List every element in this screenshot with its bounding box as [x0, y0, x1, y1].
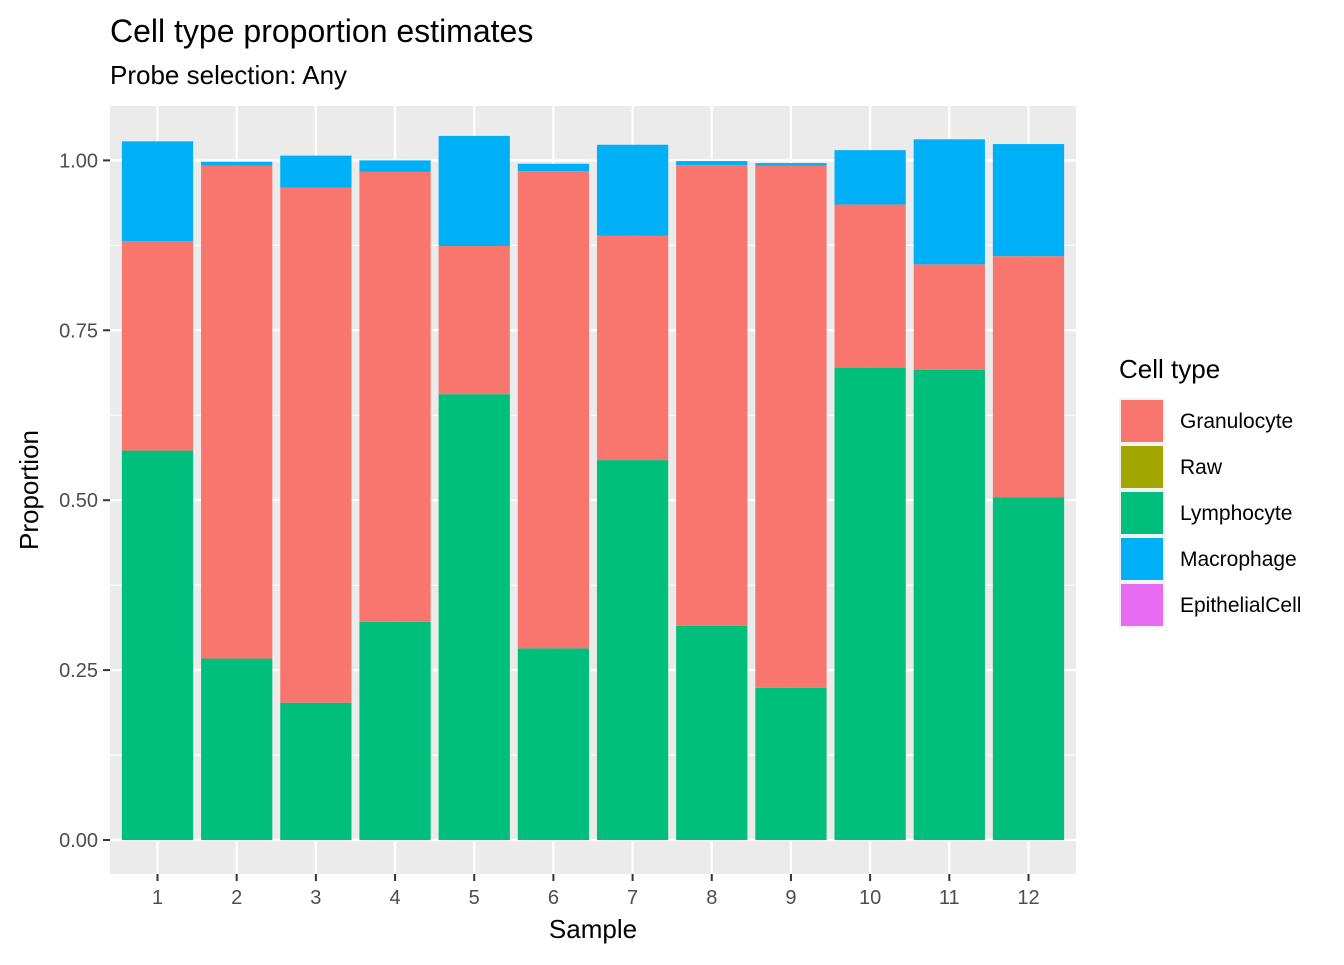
- bar-lymphocyte-sample-2: [201, 658, 273, 841]
- bar-lymphocyte-sample-5: [438, 394, 510, 841]
- x-tick-label: 9: [785, 887, 796, 909]
- bar-granulocyte-sample-2: [201, 165, 273, 659]
- x-tick-label: 7: [627, 887, 638, 909]
- x-tick-label: 6: [548, 887, 559, 909]
- bar-granulocyte-sample-4: [359, 171, 431, 622]
- chart-subtitle: Probe selection: Any: [110, 60, 347, 90]
- x-tick-label: 1: [152, 887, 163, 909]
- bar-lymphocyte-sample-8: [676, 625, 748, 841]
- bars: [121, 135, 1065, 841]
- bar-macrophage-sample-10: [834, 150, 906, 205]
- legend-label-macrophage: Macrophage: [1180, 548, 1297, 571]
- bar-macrophage-sample-2: [201, 161, 273, 166]
- legend-label-epithelialcell: EpithelialCell: [1180, 594, 1301, 617]
- x-tick-label: 10: [859, 887, 881, 909]
- legend-swatch-macrophage: [1121, 538, 1163, 580]
- bar-macrophage-sample-11: [913, 139, 985, 265]
- bar-lymphocyte-sample-3: [280, 702, 352, 841]
- legend-swatch-epithelialcell: [1121, 584, 1163, 626]
- legend-swatch-lymphocyte: [1121, 492, 1163, 534]
- bar-lymphocyte-sample-9: [755, 687, 827, 841]
- bar-granulocyte-sample-1: [121, 241, 194, 451]
- x-tick-label: 11: [939, 887, 960, 909]
- bar-granulocyte-sample-3: [280, 187, 352, 703]
- bar-lymphocyte-sample-12: [992, 497, 1065, 841]
- bar-lymphocyte-sample-4: [359, 621, 431, 841]
- bar-granulocyte-sample-11: [913, 264, 985, 370]
- bar-lymphocyte-sample-1: [121, 450, 194, 841]
- legend-label-lymphocyte: Lymphocyte: [1180, 502, 1292, 525]
- y-tick-label: 1.00: [59, 150, 98, 172]
- bar-macrophage-sample-7: [596, 144, 669, 236]
- bar-lymphocyte-sample-10: [834, 367, 906, 841]
- x-tick-label: 2: [231, 887, 242, 909]
- bar-granulocyte-sample-12: [992, 256, 1065, 498]
- bar-macrophage-sample-8: [676, 161, 748, 166]
- bar-granulocyte-sample-9: [755, 165, 827, 688]
- bar-granulocyte-sample-5: [438, 246, 510, 395]
- x-tick-label: 4: [389, 887, 400, 909]
- x-tick-label: 12: [1017, 887, 1039, 909]
- legend: Cell type Granulocyte Raw Lymphocyte Macrop…: [1119, 354, 1301, 628]
- legend-swatch-raw: [1121, 446, 1163, 488]
- bar-lymphocyte-sample-7: [596, 460, 669, 841]
- bar-granulocyte-sample-7: [596, 235, 669, 461]
- x-tick-label: 5: [469, 887, 480, 909]
- x-tick-label: 8: [706, 887, 717, 909]
- legend-swatch-granulocyte: [1121, 400, 1163, 442]
- bar-granulocyte-sample-6: [517, 171, 590, 649]
- x-tick-label: 3: [310, 887, 321, 909]
- chart-title: Cell type proportion estimates: [110, 13, 533, 49]
- y-tick-label: 0.25: [59, 660, 98, 682]
- x-axis: 1 2 3 4 5 6 7 8 9 10 11 12: [152, 874, 1040, 909]
- y-tick-label: 0.50: [59, 490, 98, 512]
- bar-macrophage-sample-9: [755, 163, 827, 166]
- legend-title: Cell type: [1119, 354, 1220, 384]
- legend-items: Granulocyte Raw Lymphocyte Macrophage Epithe…: [1119, 398, 1301, 628]
- bar-macrophage-sample-12: [992, 144, 1065, 257]
- bar-macrophage-sample-6: [517, 163, 590, 172]
- bar-lymphocyte-sample-6: [517, 648, 590, 841]
- y-axis: 0.00 0.25 0.50 0.75 1.00: [59, 150, 110, 852]
- bar-macrophage-sample-5: [438, 135, 510, 247]
- x-axis-label: Sample: [549, 914, 637, 944]
- bar-macrophage-sample-4: [359, 160, 431, 172]
- bar-macrophage-sample-3: [280, 155, 352, 188]
- y-axis-label: Proportion: [14, 430, 44, 550]
- legend-label-granulocyte: Granulocyte: [1180, 410, 1293, 433]
- bar-granulocyte-sample-8: [676, 165, 748, 626]
- y-tick-label: 0.75: [59, 320, 98, 342]
- y-tick-label: 0.00: [59, 830, 98, 852]
- bar-lymphocyte-sample-11: [913, 369, 985, 841]
- legend-label-raw: Raw: [1180, 456, 1223, 479]
- bar-granulocyte-sample-10: [834, 204, 906, 368]
- bar-macrophage-sample-1: [121, 141, 194, 242]
